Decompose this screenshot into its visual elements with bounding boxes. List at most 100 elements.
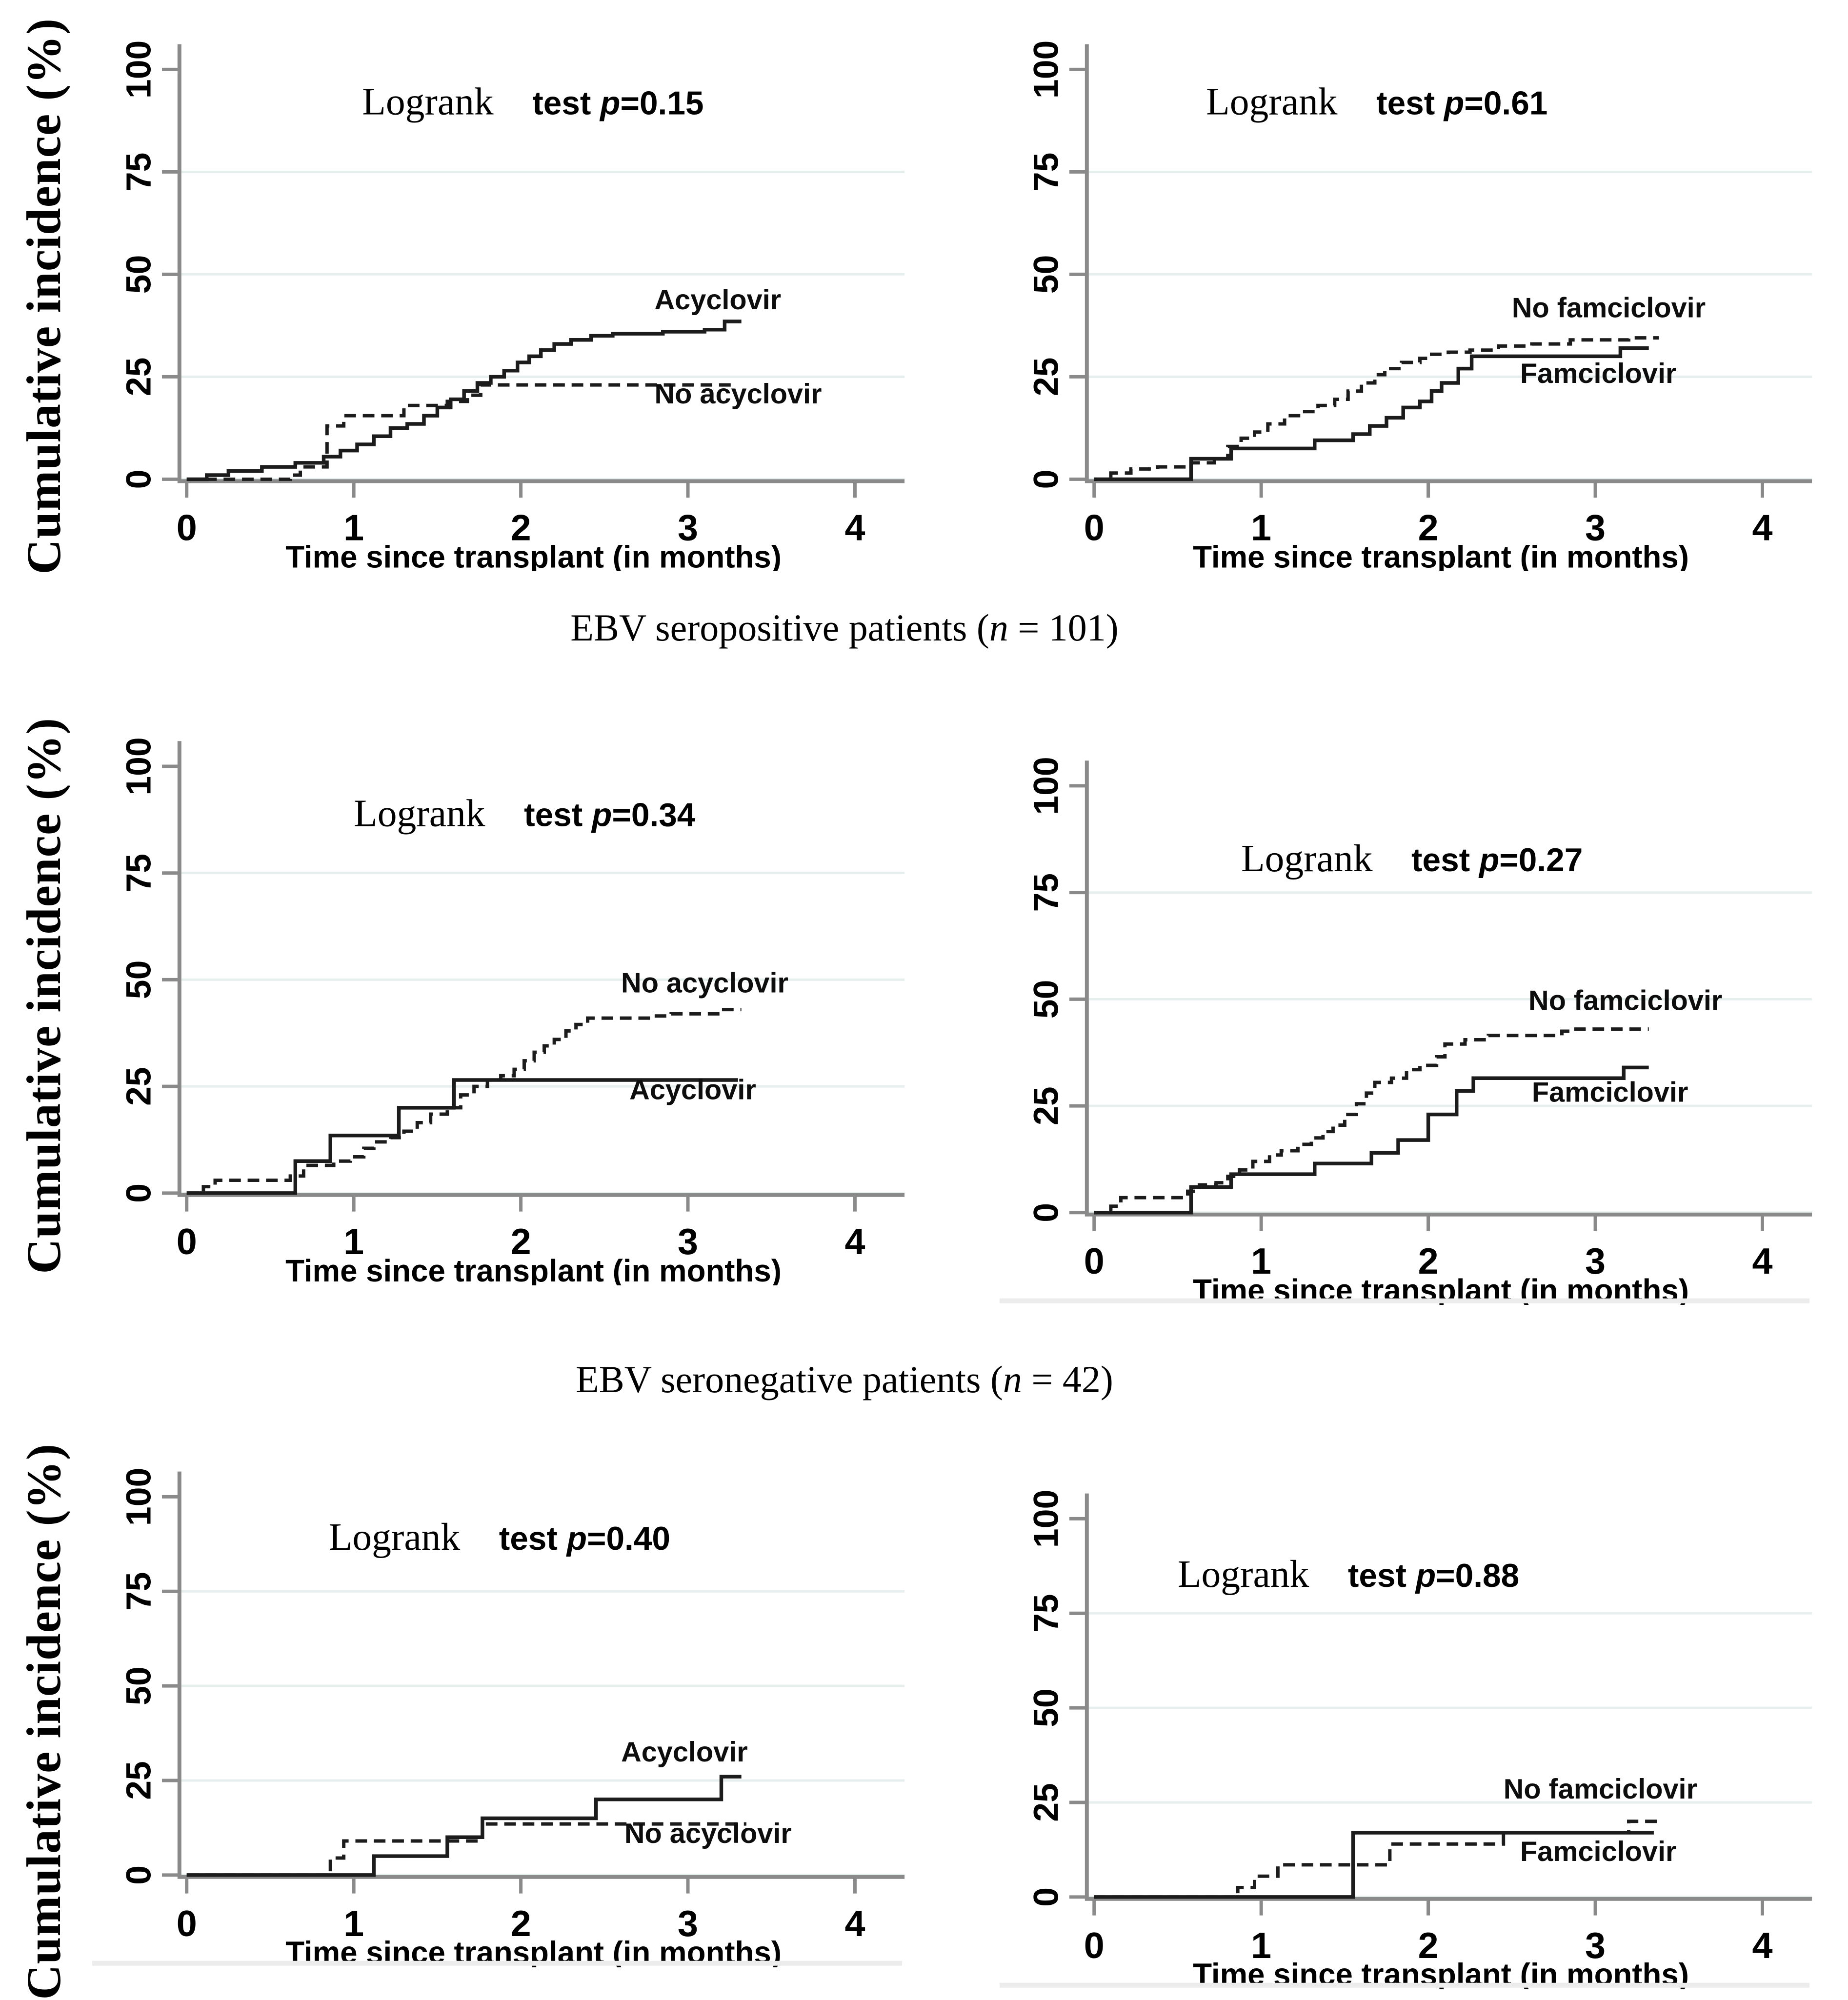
series-line-famciclovir — [1094, 346, 1649, 481]
series-label-no-famciclovir: No famciclovir — [1528, 985, 1722, 1017]
caption-n-italic: n — [989, 606, 1008, 649]
x-tick-label: 3 — [1585, 1241, 1606, 1282]
y-tick-label: 0 — [119, 470, 158, 489]
chart-row-seropositive: Cumulative incidence (%) 0 25 50 75 100 0 1 2 3 4… — [7, 14, 1848, 579]
x-tick-label: 1 — [343, 1221, 364, 1262]
y-tick-label: 0 — [1026, 1203, 1065, 1222]
y-tick-label: 50 — [1026, 255, 1065, 294]
x-tick-label: 2 — [511, 1903, 531, 1944]
x-tick-label: 4 — [844, 508, 865, 549]
y-tick-label: 50 — [1026, 980, 1065, 1019]
caption-text: = 101) — [1008, 606, 1119, 649]
y-tick-label: 50 — [119, 1666, 158, 1705]
y-axis-title-column: Cumulative incidence (%) — [7, 14, 80, 579]
x-axis-title: Time since transplant (in months) — [1193, 540, 1689, 571]
x-tick-label: 4 — [1752, 508, 1772, 549]
x-tick-label: 3 — [678, 1221, 698, 1262]
y-tick-label: 100 — [1026, 757, 1065, 815]
series-line-acyclovir — [186, 320, 742, 481]
x-tick-label: 1 — [343, 1903, 364, 1944]
x-tick-label: 2 — [1418, 1925, 1439, 1966]
y-tick-label: 100 — [119, 40, 158, 99]
y-tick-label: 0 — [119, 1183, 158, 1203]
x-tick-label: 0 — [1084, 508, 1105, 549]
series-line-no-famciclovir — [1094, 1027, 1649, 1215]
y-tick-label: 75 — [119, 854, 158, 893]
series-label-acyclovir: Acyclovir — [629, 1075, 756, 1106]
y-axis-title: Cumulative incidence (%) — [16, 718, 71, 1274]
caption-text: EBV seropositive patients ( — [570, 606, 989, 649]
chart-seropositive-famciclovir: 0 25 50 75 100 0 1 2 3 4 Time since transplant (in… — [1026, 40, 1812, 571]
x-axis-title: Time since transplant (in months) — [285, 540, 782, 571]
chart-row-seronegative: Cumulative incidence (%) 0 25 50 75 100 0 1 2 3 4… — [7, 679, 1848, 1313]
panel-seropositive-famciclovir: 0 25 50 75 100 0 1 2 3 4 Time since transplant (in… — [987, 14, 1822, 571]
logrank-annotation: Logrank test p=0.88 — [1178, 1553, 1519, 1596]
logrank-annotation: Logrank test p=0.34 — [354, 792, 696, 835]
y-tick-label: 25 — [1026, 1087, 1065, 1126]
y-axis-title-column: Cumulative incidence (%) — [7, 1443, 80, 2000]
series-label-no-acyclovir: No acyclovir — [621, 968, 788, 999]
y-tick-label: 75 — [1026, 873, 1065, 912]
x-tick-label: 2 — [1418, 508, 1439, 549]
x-tick-label: 0 — [177, 1221, 197, 1262]
x-tick-label: 0 — [1084, 1241, 1105, 1282]
series-label-no-acyclovir: No acyclovir — [624, 1818, 792, 1849]
y-tick-label: 0 — [1026, 1887, 1065, 1907]
y-axis-title: Cumulative incidence (%) — [16, 1443, 71, 2000]
x-tick-label: 3 — [1585, 1925, 1606, 1966]
logrank-annotation: Logrank test p=0.40 — [329, 1516, 670, 1559]
panel-seronegative-famciclovir: 0 25 50 75 100 0 1 2 3 4 Time since transplant (in… — [987, 699, 1822, 1305]
y-tick-label: 100 — [119, 1468, 158, 1526]
section-caption-seropositive: EBV seropositive patients (n = 101) — [7, 579, 1848, 679]
x-tick-label: 1 — [1251, 1925, 1271, 1966]
x-tick-label: 3 — [1585, 508, 1606, 549]
y-tick-label: 100 — [1026, 1490, 1065, 1548]
y-tick-label: 50 — [119, 255, 158, 294]
x-tick-label: 2 — [511, 508, 531, 549]
caption-text: EBV seronegative patients ( — [576, 1358, 1003, 1401]
x-tick-label: 4 — [1752, 1925, 1772, 1966]
y-tick-label: 0 — [1026, 470, 1065, 489]
y-axis-title-column: Cumulative incidence (%) — [7, 679, 80, 1313]
caption-text: = 42) — [1022, 1358, 1113, 1401]
x-tick-label: 0 — [1084, 1925, 1105, 1966]
chart-row-bottom: Cumulative incidence (%) 0 25 50 75 100 0 1 2 3 4… — [7, 1443, 1848, 2000]
y-tick-label: 75 — [119, 1572, 158, 1611]
y-tick-label: 25 — [119, 358, 158, 397]
series-label-no-famciclovir: No famciclovir — [1512, 293, 1706, 324]
logrank-annotation: Logrank test p=0.27 — [1241, 837, 1583, 880]
series-line-no-acyclovir — [186, 383, 735, 481]
series-label-no-acyclovir: No acyclovir — [655, 379, 822, 410]
panel-bottom-acyclovir: 0 25 50 75 100 0 1 2 3 4 Time since transplant (in… — [80, 1443, 914, 1967]
series-label-famciclovir: Famciclovir — [1532, 1077, 1688, 1108]
x-axis-title: Time since transplant (in months) — [285, 1254, 782, 1285]
x-tick-label: 2 — [511, 1221, 531, 1262]
series-line-acyclovir — [186, 1078, 738, 1195]
logrank-annotation: Logrank test p=0.61 — [1206, 80, 1547, 123]
y-tick-label: 0 — [119, 1865, 158, 1885]
series-line-no-acyclovir — [186, 1008, 742, 1195]
x-tick-label: 3 — [678, 508, 698, 549]
x-tick-label: 0 — [177, 1903, 197, 1944]
series-line-no-famciclovir — [1094, 336, 1659, 481]
caption-n-italic: n — [1003, 1358, 1022, 1401]
y-tick-label: 25 — [1026, 1783, 1065, 1822]
y-tick-label: 50 — [1026, 1688, 1065, 1727]
x-tick-label: 1 — [1251, 1241, 1271, 1282]
series-label-famciclovir: Famciclovir — [1520, 1836, 1676, 1867]
series-label-famciclovir: Famciclovir — [1520, 358, 1676, 389]
y-tick-label: 25 — [119, 1761, 158, 1800]
x-tick-label: 4 — [844, 1903, 865, 1944]
y-tick-label: 25 — [1026, 358, 1065, 397]
section-caption-seronegative: EBV seronegative patients (n = 42) — [7, 1313, 1848, 1443]
y-axis-title: Cumulative incidence (%) — [16, 18, 71, 575]
x-tick-label: 1 — [343, 508, 364, 549]
y-tick-label: 100 — [1026, 40, 1065, 99]
x-tick-label: 4 — [844, 1221, 865, 1262]
x-tick-label: 0 — [177, 508, 197, 549]
panel-seropositive-acyclovir: 0 25 50 75 100 0 1 2 3 4 Time since transplant (in… — [80, 14, 914, 571]
logrank-annotation: Logrank test p=0.15 — [362, 80, 703, 123]
